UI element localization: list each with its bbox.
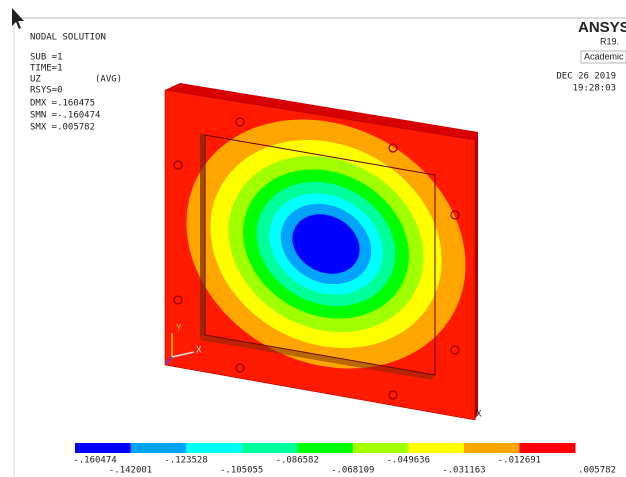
legend-label: -.142001 [109, 466, 152, 476]
legend-swatch [186, 443, 242, 453]
status-line: TIME=1 [30, 64, 63, 74]
date: DEC 26 2019 [556, 72, 616, 82]
triad-x-label: X [196, 346, 202, 356]
legend-label: -.086582 [276, 456, 319, 466]
legend-label: -.049636 [387, 456, 430, 466]
legend-label: -.160474 [73, 456, 116, 466]
corner-label: X [476, 410, 482, 420]
legend-swatch [297, 443, 353, 453]
status-line: SMX =.005782 [30, 123, 95, 133]
status-line: SMN =-.160474 [30, 111, 100, 121]
legend-swatch [408, 443, 464, 453]
legend-label: -.012691 [498, 456, 541, 466]
plate-side [475, 132, 478, 420]
legend-swatch [519, 443, 575, 453]
legend-label: -.105055 [220, 466, 263, 476]
time: 19:28:03 [573, 84, 616, 94]
logo-license: Academic [584, 51, 624, 61]
status-line: DMX =.160475 [30, 99, 95, 109]
legend-label: -.031163 [442, 466, 485, 476]
status-line: SUB =1 [30, 53, 63, 63]
status-line: NODAL SOLUTION [30, 33, 106, 43]
logo-title: ANSYS [578, 19, 626, 36]
status-line: RSYS=0 [30, 86, 63, 96]
legend: -.160474-.142001 -.123528 -.105055 -.086582… [73, 443, 616, 476]
legend-swatch [464, 443, 520, 453]
ansys-viewport: Y X X NODAL SOLUTION SUB =1TIME=1UZRSYS=0… [0, 0, 626, 477]
legend-label: -.123528 [164, 456, 207, 466]
legend-label: -.068109 [331, 466, 374, 476]
avg-label: (AVG) [95, 75, 122, 85]
window-edge [200, 133, 205, 338]
legend-swatch [131, 443, 187, 453]
legend-swatch [353, 443, 409, 453]
legend-swatch [75, 443, 131, 453]
logo-version: R19. [600, 36, 619, 46]
triad-y-label: Y [176, 324, 182, 334]
status-line: UZ [30, 75, 41, 85]
legend-label: .005782 [578, 466, 616, 476]
legend-swatch [242, 443, 298, 453]
